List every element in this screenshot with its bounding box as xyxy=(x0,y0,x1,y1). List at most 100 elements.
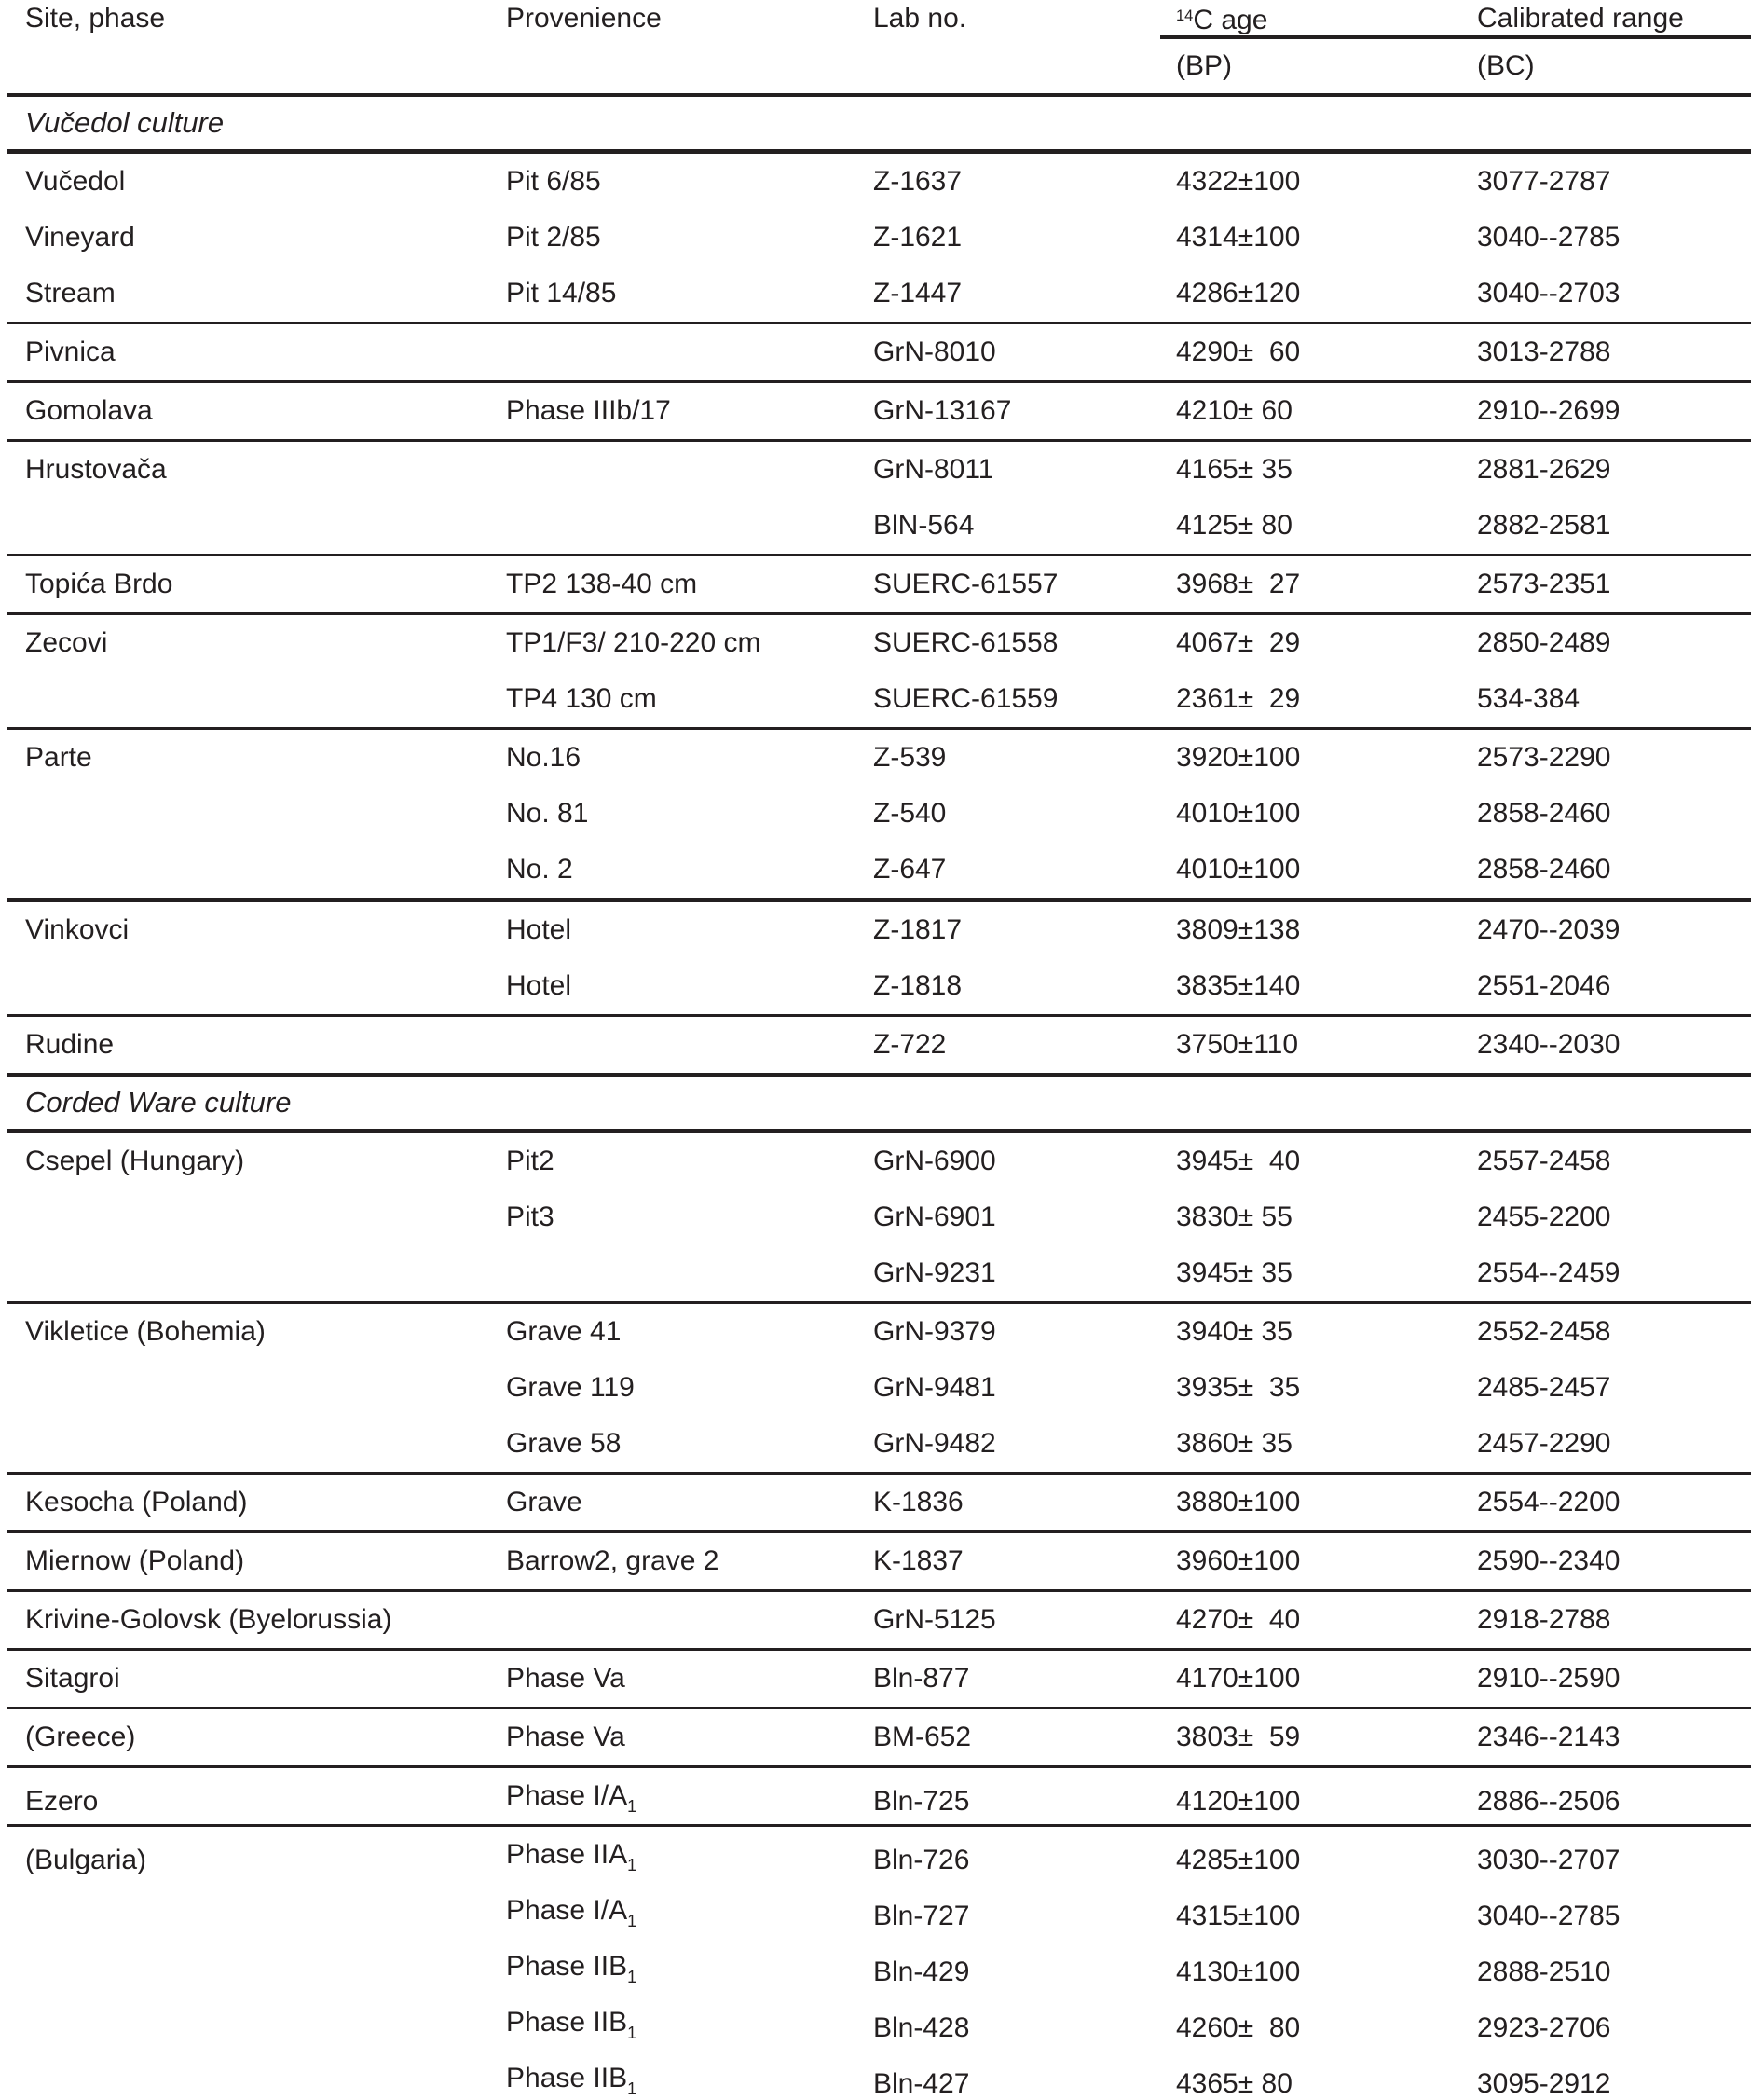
calibrated-range-cell: 2470--2039 xyxy=(1477,914,1621,945)
c14-age-cell: 3945± 40 xyxy=(1176,1146,1301,1176)
table-row: Csepel (Hungary) Pit2 GrN-6900 3945± 40 2557… xyxy=(0,1133,1751,1189)
calibrated-range-cell: 3030--2707 xyxy=(1477,1844,1621,1875)
table-row: Stream Pit 14/85 Z-1447 4286±120 3040--2703 xyxy=(0,266,1751,322)
calibrated-range-cell: 2573-2351 xyxy=(1477,569,1611,599)
lab-no-cell: SUERC-61558 xyxy=(873,627,1059,658)
c14-age-cell: 3803± 59 xyxy=(1176,1722,1301,1752)
site-cell: Stream xyxy=(25,278,116,309)
site-cell: Kesocha (Poland) xyxy=(25,1487,248,1517)
lab-no-cell: GrN-13167 xyxy=(873,395,1012,426)
c14-age-cell: 4285±100 xyxy=(1176,1844,1301,1875)
c14-age-cell: 4210± 60 xyxy=(1176,395,1293,426)
provenience-cell: Phase Va xyxy=(506,1722,625,1752)
provenience-cell: No.16 xyxy=(506,742,581,773)
table-row: Pit3 GrN-6901 3830± 55 2455-2200 xyxy=(0,1189,1751,1245)
calibrated-range-cell: 2590--2340 xyxy=(1477,1545,1621,1576)
provenience-cell: Pit 6/85 xyxy=(506,166,601,197)
lab-no-cell: GrN-8011 xyxy=(873,454,994,485)
site-cell: Gomolava xyxy=(25,395,153,426)
table-row: Topića Brdo TP2 138-40 cm SUERC-61557 3968±… xyxy=(0,556,1751,612)
lab-no-cell: GrN-9481 xyxy=(873,1372,996,1403)
table-row: No. 2 Z-647 4010±100 2858-2460 xyxy=(0,842,1751,898)
c14-age-cell: 3830± 55 xyxy=(1176,1201,1293,1232)
c14-age-cell: 4010±100 xyxy=(1176,854,1301,885)
group-separator-rule xyxy=(7,612,1751,615)
calibrated-range-cell: 2910--2699 xyxy=(1477,395,1621,426)
header-bc-unit: (BC) xyxy=(1477,50,1535,81)
table-row: Sitagroi Phase Va Bln-877 4170±100 2910--259… xyxy=(0,1651,1751,1707)
calibrated-range-cell: 2888-2510 xyxy=(1477,1956,1611,1987)
lab-no-cell: Bln-428 xyxy=(873,2011,970,2043)
lab-no-cell: K-1837 xyxy=(873,1545,964,1576)
table-row: Phase I/A1 Bln-727 4315±100 3040--2785 xyxy=(0,1883,1751,1939)
group-separator-rule xyxy=(7,439,1751,442)
provenience-subscript: 1 xyxy=(627,1856,637,1875)
lab-no-cell: SUERC-61557 xyxy=(873,569,1059,599)
provenience-cell: Pit 14/85 xyxy=(506,278,617,309)
c14-age-cell: 4315±100 xyxy=(1176,1900,1301,1931)
c14-age-cell: 3809±138 xyxy=(1176,914,1301,945)
calibrated-range-cell: 3077-2787 xyxy=(1477,166,1611,197)
provenience-cell: No. 2 xyxy=(506,854,573,885)
section-title-rule xyxy=(7,1129,1751,1133)
group-separator-rule xyxy=(7,1530,1751,1533)
lab-no-cell: Z-540 xyxy=(873,798,947,829)
lab-no-cell: GrN-5125 xyxy=(873,1604,996,1635)
calibrated-range-cell: 2346--2143 xyxy=(1477,1722,1621,1752)
header-c14-age: 14C age xyxy=(1176,5,1268,36)
site-cell: (Bulgaria) xyxy=(25,1844,147,1875)
c14-age-cell: 4314±100 xyxy=(1176,222,1301,253)
calibrated-range-cell: 2554--2459 xyxy=(1477,1257,1621,1288)
lab-no-cell: GrN-9482 xyxy=(873,1428,996,1459)
calibrated-range-cell: 2923-2706 xyxy=(1477,2011,1611,2043)
lab-no-cell: GrN-8010 xyxy=(873,336,996,367)
table-row: Vineyard Pit 2/85 Z-1621 4314±100 3040--2785 xyxy=(0,210,1751,266)
lab-no-cell: BM-652 xyxy=(873,1722,972,1752)
table-row: Vikletice (Bohemia) Grave 41 GrN-9379 3940±… xyxy=(0,1304,1751,1360)
table-row: Phase IIB1 Bln-428 4260± 80 2923-2706 xyxy=(0,1995,1751,2051)
c14-age-cell: 4270± 40 xyxy=(1176,1604,1301,1635)
c14-age-cell: 3750±110 xyxy=(1176,1029,1299,1060)
header-bottom-rule xyxy=(7,93,1751,97)
table-row: Gomolava Phase IIIb/17 GrN-13167 4210± 60 29… xyxy=(0,383,1751,439)
table-body: Vučedol culture Vučedol Pit 6/85 Z-1637 4322… xyxy=(0,97,1751,2100)
calibrated-range-cell: 2910--2590 xyxy=(1477,1663,1621,1694)
site-cell: Zecovi xyxy=(25,627,108,658)
table-row: BlN-564 4125± 80 2882-2581 xyxy=(0,498,1751,554)
site-cell: Pivnica xyxy=(25,336,116,367)
calibrated-range-cell: 2858-2460 xyxy=(1477,854,1611,885)
lab-no-cell: SUERC-61559 xyxy=(873,683,1059,714)
lab-no-cell: Bln-725 xyxy=(873,1785,970,1817)
provenience-cell: TP2 138-40 cm xyxy=(506,569,698,599)
site-cell: Vinkovci xyxy=(25,914,130,945)
lab-no-cell: Z-539 xyxy=(873,742,947,773)
table-row: Phase IIB1 Bln-427 4365± 80 3095-2912 xyxy=(0,2051,1751,2100)
calibrated-range-cell: 2573-2290 xyxy=(1477,742,1611,773)
group-separator-rule xyxy=(7,1824,1751,1827)
group-separator-rule xyxy=(7,1589,1751,1592)
lab-no-cell: GrN-9231 xyxy=(873,1257,996,1288)
calibrated-range-cell: 2557-2458 xyxy=(1477,1146,1611,1176)
table-row: Kesocha (Poland) Grave K-1836 3880±100 2554-… xyxy=(0,1475,1751,1530)
table-row: Phase IIB1 Bln-429 4130±100 2888-2510 xyxy=(0,1939,1751,1995)
site-cell: Topića Brdo xyxy=(25,569,173,599)
header-c14-superscript: 14 xyxy=(1176,7,1194,24)
provenience-subscript: 1 xyxy=(627,1912,637,1931)
provenience-cell: Pit2 xyxy=(506,1146,554,1176)
provenience-cell: TP1/F3/ 210-220 cm xyxy=(506,627,761,658)
provenience-cell: Grave 58 xyxy=(506,1428,622,1459)
lab-no-cell: Z-1817 xyxy=(873,914,963,945)
calibrated-range-cell: 2886--2506 xyxy=(1477,1785,1621,1817)
table-row: No. 81 Z-540 4010±100 2858-2460 xyxy=(0,786,1751,842)
table-row: GrN-9231 3945± 35 2554--2459 xyxy=(0,1245,1751,1301)
calibrated-range-cell: 3040--2785 xyxy=(1477,222,1621,253)
calibrated-range-cell: 3040--2785 xyxy=(1477,1900,1621,1931)
lab-no-cell: Bln-726 xyxy=(873,1844,970,1875)
site-cell: Vučedol xyxy=(25,166,126,197)
calibrated-range-cell: 3095-2912 xyxy=(1477,2067,1611,2099)
provenience-cell: Barrow2, grave 2 xyxy=(506,1545,719,1576)
site-cell: Csepel (Hungary) xyxy=(25,1146,245,1176)
lab-no-cell: K-1836 xyxy=(873,1487,964,1517)
c14-age-cell: 4165± 35 xyxy=(1176,454,1293,485)
